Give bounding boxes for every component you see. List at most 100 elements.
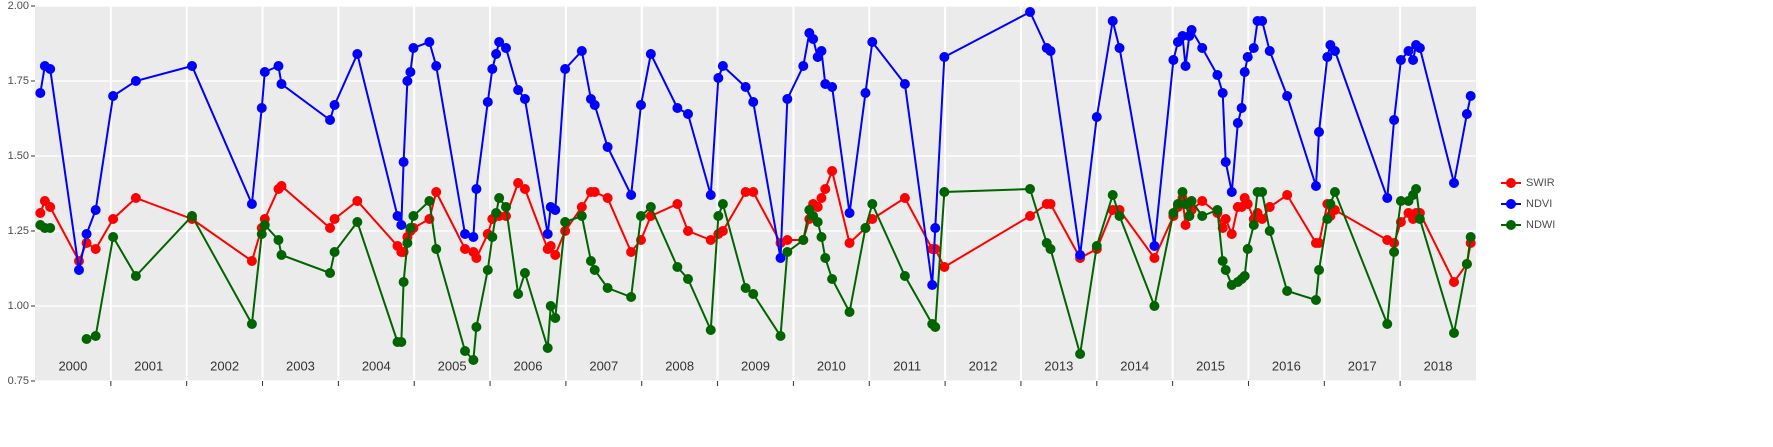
data-point	[487, 64, 498, 74]
data-point	[325, 115, 336, 125]
data-point	[1282, 91, 1293, 101]
data-point	[246, 256, 257, 266]
data-point	[1414, 43, 1425, 53]
data-point	[408, 43, 419, 53]
data-point	[491, 208, 502, 218]
data-point	[1180, 220, 1191, 230]
data-point	[186, 211, 197, 221]
data-point	[1226, 187, 1237, 197]
year-label: 2007	[589, 358, 618, 373]
data-point	[1236, 103, 1247, 113]
y-tick-label: 1.75	[8, 75, 29, 87]
data-point	[626, 247, 637, 257]
data-point	[748, 187, 759, 197]
data-point	[519, 184, 530, 194]
year-label: 2006	[514, 358, 543, 373]
year-label: 2016	[1272, 358, 1301, 373]
data-point	[1220, 157, 1231, 167]
data-point	[259, 67, 270, 77]
data-point	[1449, 277, 1460, 287]
data-point	[45, 64, 56, 74]
data-point	[1242, 199, 1253, 209]
data-point	[1197, 196, 1208, 206]
data-point	[45, 223, 56, 233]
data-point	[1025, 211, 1036, 221]
data-point	[705, 235, 716, 245]
data-point	[782, 94, 793, 104]
data-point	[645, 49, 656, 59]
legend-label: NDVI	[1526, 198, 1552, 210]
data-point	[1314, 265, 1325, 275]
data-point	[808, 34, 819, 44]
data-point	[844, 238, 855, 248]
data-point	[798, 235, 809, 245]
legend-label: NDWI	[1526, 219, 1555, 231]
data-point	[602, 142, 613, 152]
data-point	[90, 205, 101, 215]
data-point	[827, 274, 838, 284]
data-point	[1186, 196, 1197, 206]
data-point	[748, 97, 759, 107]
data-point	[1212, 70, 1223, 80]
data-point	[1075, 250, 1086, 260]
data-point	[246, 199, 257, 209]
data-point	[256, 229, 267, 239]
data-point	[645, 202, 656, 212]
data-point	[1172, 199, 1183, 209]
data-point	[1314, 238, 1325, 248]
data-point	[1257, 214, 1268, 224]
data-point	[130, 193, 141, 203]
y-tick-label: 1.50	[8, 150, 29, 162]
data-point	[396, 337, 407, 347]
data-point	[1322, 214, 1333, 224]
data-point	[626, 190, 637, 200]
legend-marker	[1506, 199, 1516, 209]
data-point	[602, 283, 613, 293]
data-point	[1186, 25, 1197, 35]
data-point	[1217, 256, 1228, 266]
data-point	[576, 46, 587, 56]
data-point	[1025, 7, 1036, 17]
data-point	[35, 88, 46, 98]
data-point	[1264, 226, 1275, 236]
data-point	[683, 109, 694, 119]
year-label: 2013	[1044, 358, 1073, 373]
data-point	[717, 199, 728, 209]
data-point	[405, 223, 416, 233]
data-point	[939, 52, 950, 62]
data-point	[550, 313, 561, 323]
data-point	[81, 334, 92, 344]
data-point	[1465, 232, 1476, 242]
data-point	[705, 190, 716, 200]
data-point	[500, 202, 511, 212]
data-point	[860, 223, 871, 233]
data-point	[402, 238, 413, 248]
data-point	[1248, 220, 1259, 230]
data-point	[717, 61, 728, 71]
data-point	[1091, 241, 1102, 251]
data-point	[90, 244, 101, 254]
data-point	[396, 220, 407, 230]
data-point	[782, 235, 793, 245]
data-point	[798, 61, 809, 71]
data-point	[1168, 208, 1179, 218]
data-point	[1091, 112, 1102, 122]
year-label: 2018	[1424, 358, 1453, 373]
year-label: 2002	[210, 358, 239, 373]
data-point	[545, 241, 556, 251]
data-point	[352, 49, 363, 59]
data-point	[1382, 193, 1393, 203]
data-point	[276, 181, 287, 191]
data-point	[1403, 46, 1414, 56]
data-point	[1408, 55, 1419, 65]
year-label: 2009	[741, 358, 770, 373]
data-point	[513, 85, 524, 95]
data-point	[482, 97, 493, 107]
data-point	[816, 46, 827, 56]
data-point	[589, 265, 600, 275]
data-point	[1329, 46, 1340, 56]
data-point	[352, 217, 363, 227]
data-point	[1197, 211, 1208, 221]
data-point	[431, 61, 442, 71]
data-point	[1177, 187, 1188, 197]
